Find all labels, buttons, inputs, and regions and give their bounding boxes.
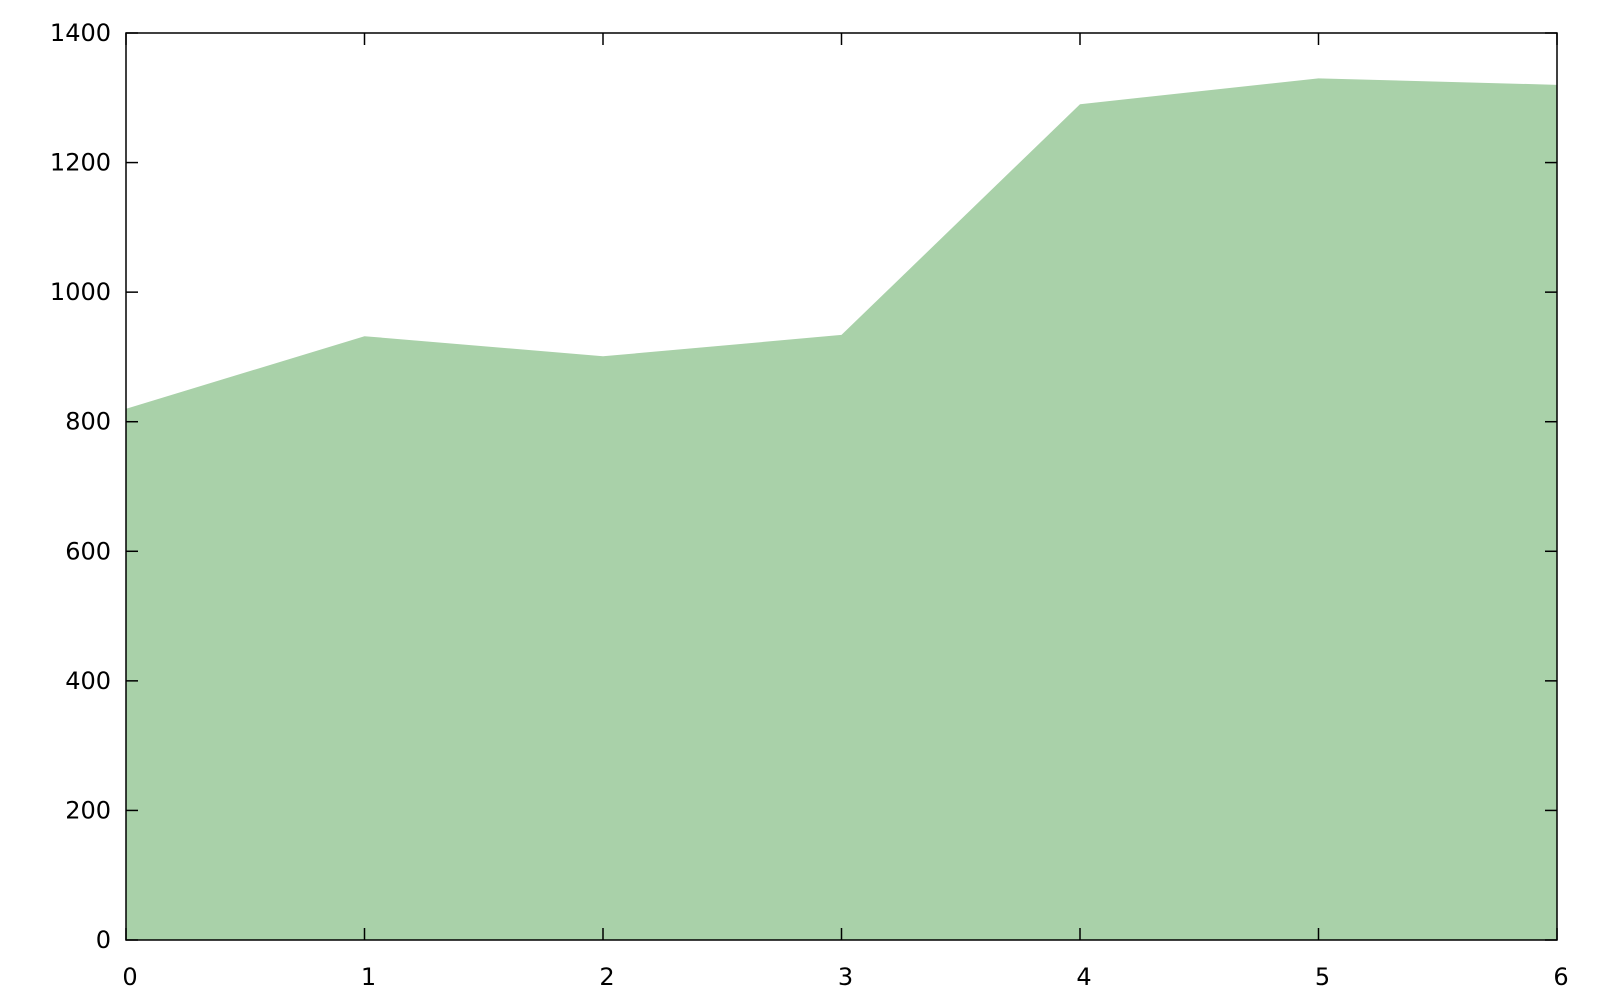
x-tick-label: 6 [1553, 963, 1568, 991]
tick-layer [125, 32, 1558, 941]
x-tick-label: 5 [1315, 963, 1330, 991]
data-point [841, 334, 842, 335]
y-tick-label: 200 [65, 796, 111, 824]
y-axis-labels: 0 200 400 600 800 1000 1200 1400 [50, 19, 111, 954]
data-point [364, 336, 365, 337]
y-tick-label: 1200 [50, 149, 111, 177]
area-series-0 [126, 78, 1557, 941]
y-tick-label: 400 [65, 667, 111, 695]
y-tick-label: 0 [96, 926, 111, 954]
x-tick-label: 2 [599, 963, 614, 991]
y-tick-label: 1400 [50, 19, 111, 47]
x-tick-label: 1 [361, 963, 376, 991]
data-point [603, 356, 604, 357]
x-tick-label: 0 [122, 963, 137, 991]
data-point [1318, 78, 1319, 79]
y-tick-label: 600 [65, 537, 111, 565]
x-tick-label: 4 [1076, 963, 1091, 991]
y-tick-label: 800 [65, 408, 111, 436]
x-axis-labels: 0 1 2 3 4 5 6 [122, 963, 1568, 991]
y-tick-label: 1000 [50, 278, 111, 306]
data-point [1080, 104, 1081, 105]
area-layer [126, 78, 1557, 941]
x-tick-label: 3 [838, 963, 853, 991]
